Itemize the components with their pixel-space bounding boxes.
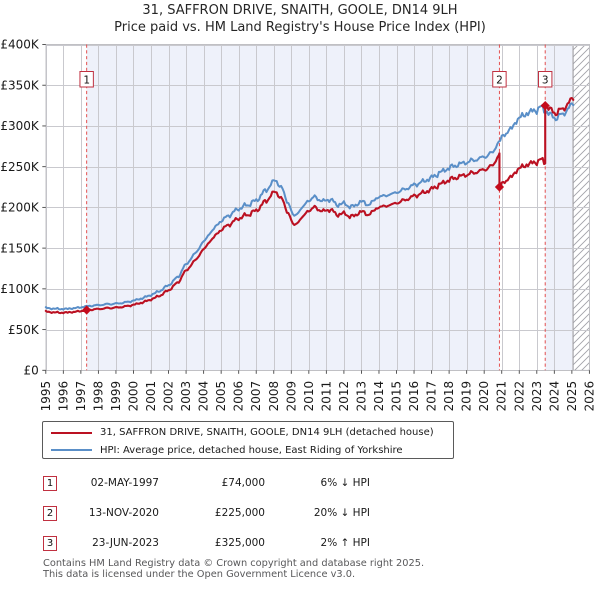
price-history-plot: £0 £50K £100K £150K £200K £250K £300K £350K £400… xyxy=(0,38,596,412)
hpi-line-swatch xyxy=(51,449,92,451)
x-tick-label: 2007 xyxy=(249,381,263,412)
x-tick-label: 2006 xyxy=(232,381,246,412)
x-tick-label: 2002 xyxy=(162,381,176,412)
x-tick-label: 1998 xyxy=(91,381,105,412)
legend-label-property: 31, SAFFRON DRIVE, SNAITH, GOOLE, DN14 9… xyxy=(100,427,434,438)
page-subtitle: Price paid vs. HM Land Registry's House … xyxy=(114,20,486,35)
x-tick-label: 2012 xyxy=(337,381,351,412)
y-tick-label: £400K xyxy=(0,38,40,52)
legend-entry-hpi: HPI: Average price, detached house, East… xyxy=(51,443,403,457)
sale-1-hpi-delta: 6% ↓ HPI xyxy=(320,477,370,489)
y-tick-label: £300K xyxy=(0,119,40,133)
x-tick-label: 2008 xyxy=(267,381,281,412)
sale-number-box xyxy=(538,71,553,88)
x-tick-label: 2020 xyxy=(477,381,491,412)
x-tick-label: 2003 xyxy=(179,381,193,412)
x-tick-label: 2018 xyxy=(442,381,456,412)
x-tick-label: 2021 xyxy=(495,381,509,412)
page-title: 31, SAFFRON DRIVE, SNAITH, GOOLE, DN14 9… xyxy=(142,3,458,18)
x-tick-label: 2025 xyxy=(565,381,579,412)
x-tick-label: 1999 xyxy=(109,381,123,412)
sale-3-date: 23-JUN-2023 xyxy=(92,537,159,549)
x-tick-label: 2024 xyxy=(547,381,561,412)
x-tick-label: 1996 xyxy=(56,381,70,412)
x-tick-label: 2011 xyxy=(319,381,333,412)
hpi-line xyxy=(44,102,575,311)
sale-row-3: 3 23-JUN-2023 £325,000 2% ↑ HPI xyxy=(0,536,600,552)
property-price-line xyxy=(44,96,575,315)
y-tick-label: £350K xyxy=(0,78,40,92)
y-tick-label: £200K xyxy=(0,201,40,215)
x-tick-label: 2005 xyxy=(214,381,228,412)
sale-marker xyxy=(540,100,550,111)
sale-1-price: £74,000 xyxy=(221,477,265,489)
footer-licence-line2: This data is licensed under the Open Gov… xyxy=(43,568,356,580)
x-tick-label: 2004 xyxy=(197,381,211,412)
y-tick-label: £50K xyxy=(8,323,40,337)
y-tick-label: £0 xyxy=(24,364,39,378)
x-tick-label: 2000 xyxy=(126,381,140,412)
x-tick-label: 2016 xyxy=(407,381,421,412)
legend-entry-property: 31, SAFFRON DRIVE, SNAITH, GOOLE, DN14 9… xyxy=(51,426,434,440)
y-tick-label: £250K xyxy=(0,160,40,174)
sale-number-box xyxy=(79,71,94,88)
legend-label-hpi: HPI: Average price, detached house, East… xyxy=(100,444,403,456)
sale-3-price: £325,000 xyxy=(214,537,265,549)
x-tick-label: 2022 xyxy=(512,381,526,412)
x-tick-label: 1997 xyxy=(74,381,88,412)
sale-row-2: 2 13-NOV-2020 £225,000 20% ↓ HPI xyxy=(0,506,600,522)
x-tick-label: 2013 xyxy=(354,381,368,412)
sale-number-label: 1 xyxy=(83,75,90,87)
x-tick-label: 2017 xyxy=(425,381,439,412)
sale-number-label: 2 xyxy=(496,75,503,87)
x-tick-label: 2010 xyxy=(302,381,316,412)
x-tick-label: 2015 xyxy=(390,381,404,412)
x-tick-label: 2009 xyxy=(284,381,298,412)
footer-attribution-line1: Contains HM Land Registry data © Crown c… xyxy=(43,558,425,569)
sale-2-number-badge: 2 xyxy=(43,506,57,521)
sale-3-number-badge: 3 xyxy=(43,536,57,551)
sale-1-number-badge: 1 xyxy=(43,476,57,491)
sale-2-hpi-delta: 20% ↓ HPI xyxy=(313,507,370,519)
sale-3-hpi-delta: 2% ↑ HPI xyxy=(320,537,370,549)
y-tick-label: £150K xyxy=(0,241,40,255)
sale-marker xyxy=(494,182,505,192)
y-tick-label: £100K xyxy=(0,282,40,296)
x-tick-label: 2026 xyxy=(582,381,596,412)
x-tick-label: 2014 xyxy=(372,381,386,412)
sale-marker xyxy=(82,305,92,315)
property-line-swatch xyxy=(51,431,92,434)
sale-number-box xyxy=(492,71,507,88)
sale-row-1: 1 02-MAY-1997 £74,000 6% ↓ HPI xyxy=(0,476,600,492)
sale-1-date: 02-MAY-1997 xyxy=(90,477,159,489)
x-tick-label: 2023 xyxy=(530,381,544,412)
x-tick-label: 2019 xyxy=(460,381,474,412)
x-tick-label: 2001 xyxy=(144,381,158,412)
legend: 31, SAFFRON DRIVE, SNAITH, GOOLE, DN14 9… xyxy=(42,421,454,459)
sale-2-price: £225,000 xyxy=(214,507,265,519)
sale-number-label: 3 xyxy=(542,75,549,87)
sale-2-date: 13-NOV-2020 xyxy=(88,507,159,519)
x-tick-label: 1995 xyxy=(39,381,53,412)
